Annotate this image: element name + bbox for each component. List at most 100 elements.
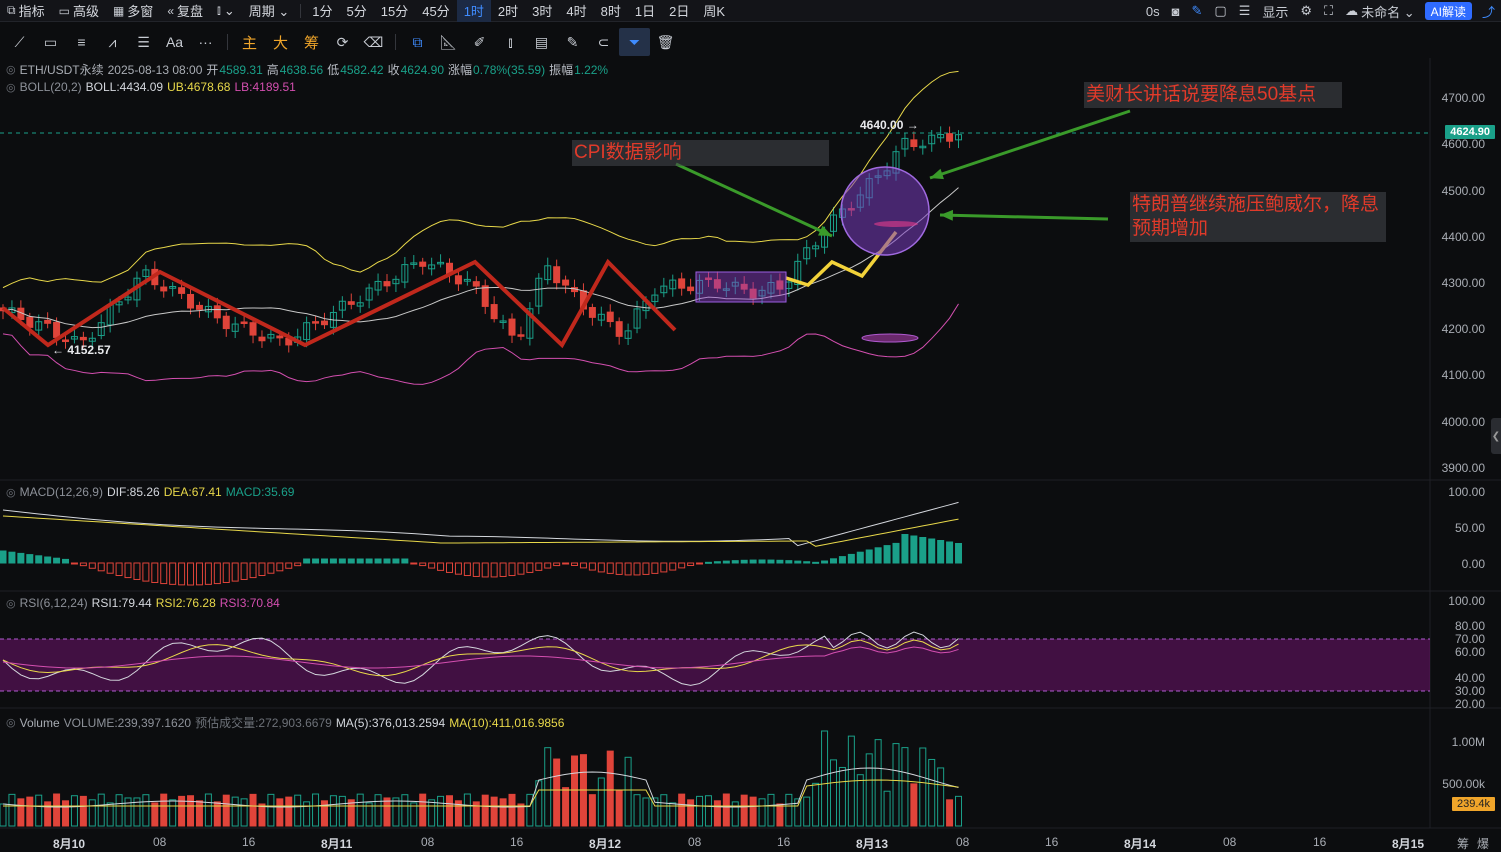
period-8h[interactable]: 8时: [600, 4, 621, 19]
macd-bar: [910, 535, 918, 564]
period-week[interactable]: 周K: [703, 4, 725, 19]
period-dropdown[interactable]: 周期 ⌄: [248, 4, 290, 19]
volume-bar: [115, 794, 123, 827]
volume-bar: [187, 795, 195, 827]
share-icon[interactable]: ⤴: [1481, 4, 1495, 20]
cpi-annotation[interactable]: CPI数据影响: [572, 140, 829, 166]
account-dropdown[interactable]: ☁ 未命名 ⌄: [1345, 3, 1415, 20]
calc-icon[interactable]: ▤: [534, 33, 549, 50]
pencil-icon[interactable]: ✎: [1191, 3, 1203, 18]
macd-bar: [526, 562, 534, 573]
price-tick: 4400.00: [1441, 230, 1485, 244]
close-label: 收: [387, 63, 400, 77]
candle-body: [928, 134, 936, 145]
volume-bar: [294, 794, 302, 827]
ai-analysis-button[interactable]: AI解读: [1424, 2, 1472, 20]
display-button[interactable]: 显示: [1262, 4, 1289, 20]
period-5m[interactable]: 5分: [346, 4, 367, 19]
candle-body: [320, 320, 328, 326]
volume-bar: [17, 798, 25, 827]
magnet-icon[interactable]: ⊂: [597, 33, 610, 50]
main-force-button[interactable]: 主: [241, 34, 257, 52]
volume-bar: [731, 801, 739, 827]
volume-bar: [901, 747, 909, 827]
fullscreen-icon[interactable]: ⛶: [1324, 3, 1334, 18]
period-1h[interactable]: 1时: [456, 0, 491, 22]
indicator-button[interactable]: ⧉ 指标: [7, 3, 45, 19]
macd-bar: [758, 559, 766, 564]
trash-icon[interactable]: 🗑︎: [656, 33, 675, 50]
line-tool-icon[interactable]: ⟋: [14, 33, 25, 50]
candle-body: [79, 336, 87, 341]
macd-bar: [204, 562, 212, 585]
macd-bar: [62, 558, 70, 564]
volume-bar: [151, 802, 159, 827]
candle-type-dropdown[interactable]: ⫾ ⌄: [217, 2, 235, 18]
advanced-button[interactable]: ▭ 高级: [58, 3, 99, 20]
fed-annotation[interactable]: 美财长讲话说要降息50基点: [1084, 82, 1342, 108]
period-1d[interactable]: 1日: [634, 4, 656, 19]
text-tool-icon[interactable]: Aa: [165, 34, 184, 50]
vol-name: Volume: [19, 715, 60, 730]
side-panel-handle[interactable]: ❮: [1491, 418, 1501, 454]
rect-tool-icon[interactable]: ▭: [43, 33, 58, 50]
highlight-circle: [840, 166, 930, 256]
chip-corner-button[interactable]: 筹: [1456, 837, 1469, 851]
eye-icon[interactable]: ◎: [6, 81, 16, 94]
wave-tool-icon[interactable]: ⩘: [108, 33, 117, 50]
volume-bar: [722, 793, 730, 827]
volume-bar: [624, 756, 632, 827]
replay-button[interactable]: «复盘: [167, 3, 204, 20]
eraser-icon[interactable]: ⌫: [363, 33, 384, 50]
eye-icon[interactable]: ◎: [6, 717, 16, 729]
candle-body: [937, 134, 945, 139]
eye-icon[interactable]: ◎: [6, 597, 16, 610]
window-icon[interactable]: ▢: [1214, 3, 1227, 18]
macd-bar: [338, 558, 346, 564]
rsi-tick: 70.00: [1454, 632, 1485, 646]
chart-canvas[interactable]: [0, 58, 1501, 852]
trump-annotation[interactable]: 特朗普继续施压鲍威尔，降息预期增加: [1130, 192, 1386, 242]
macd-bar: [401, 558, 409, 564]
big-order-button[interactable]: 大: [272, 34, 288, 52]
period-1m[interactable]: 1分: [312, 4, 333, 19]
period-4h[interactable]: 4时: [566, 4, 587, 19]
brush-icon[interactable]: ✐: [473, 33, 486, 50]
note-icon[interactable]: ✎: [566, 33, 579, 50]
macd-bar: [222, 562, 230, 583]
multi-window-button[interactable]: ▦ 多窗: [112, 3, 154, 20]
candle-body: [633, 308, 641, 329]
eye-icon[interactable]: ◎: [6, 64, 16, 76]
period-2d[interactable]: 2日: [669, 4, 690, 19]
vol-tick: 500.00k: [1442, 777, 1485, 791]
period-45m[interactable]: 45分: [422, 4, 450, 19]
more-tools-icon[interactable]: ···: [198, 34, 213, 50]
ruler-icon[interactable]: 📐︎: [439, 33, 458, 50]
fib-tool-icon[interactable]: ☰: [137, 33, 150, 50]
macd-bar: [410, 562, 418, 565]
eye-icon[interactable]: ◎: [6, 486, 16, 499]
compare-icon[interactable]: ⫾: [508, 33, 513, 50]
macd-bar: [740, 559, 748, 564]
open-label: 开: [206, 63, 219, 77]
macd-bar: [365, 558, 373, 564]
macd-bar: [928, 538, 936, 564]
list-icon[interactable]: ☰: [1238, 3, 1251, 18]
period-2h[interactable]: 2时: [497, 4, 519, 19]
chip-button[interactable]: 筹: [303, 34, 319, 52]
camera-icon[interactable]: ◙: [1171, 3, 1180, 19]
candle-body: [767, 282, 775, 294]
filter-icon[interactable]: ⏷: [619, 28, 650, 56]
candle-body: [588, 307, 596, 318]
time-tick: 08: [688, 835, 702, 849]
candle-body: [437, 261, 445, 265]
period-15m[interactable]: 15分: [380, 4, 409, 19]
sync-icon[interactable]: ⟳: [336, 33, 349, 50]
boll-lower-line: [2, 303, 959, 385]
settings-icon[interactable]: ⚙: [1300, 3, 1313, 18]
burst-corner-button[interactable]: 爆: [1476, 837, 1489, 851]
high-value: 4638.56: [279, 62, 324, 77]
parallel-tool-icon[interactable]: ≡: [77, 34, 86, 50]
period-3h[interactable]: 3时: [532, 4, 553, 19]
copy-icon[interactable]: ⧉: [412, 33, 423, 50]
